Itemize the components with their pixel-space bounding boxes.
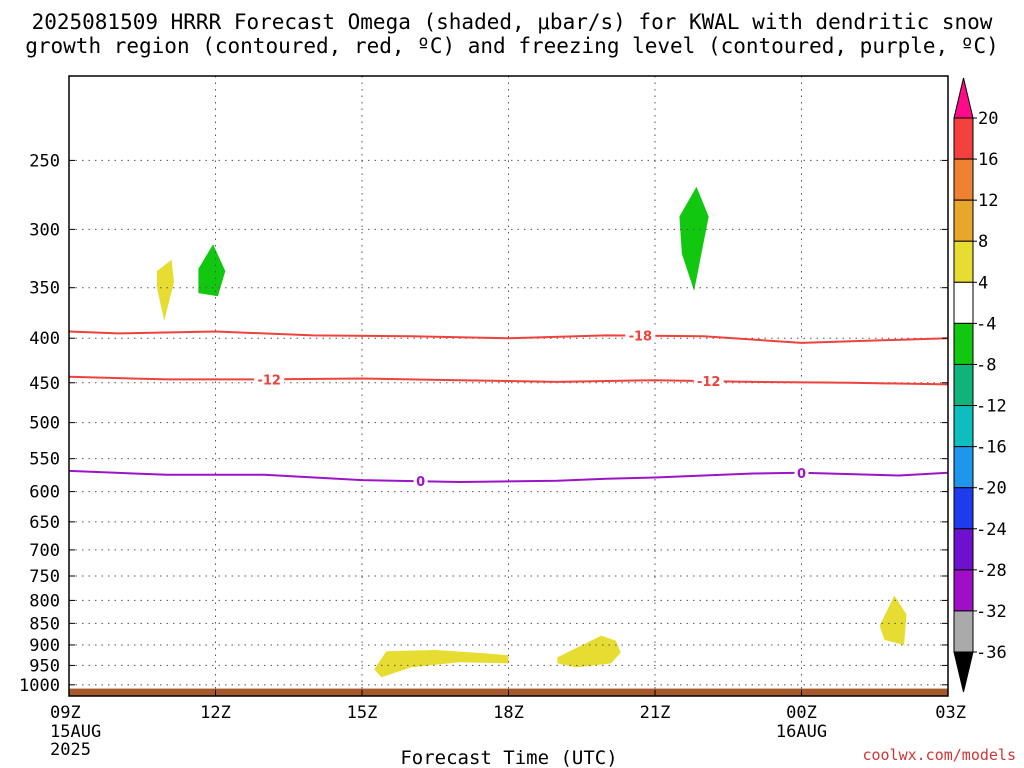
contour-label-1-0: -12 <box>257 373 281 388</box>
colorbar-label-9: -20 <box>976 479 1007 499</box>
colorbar-top-arrow <box>953 77 974 119</box>
contour-label-0-0: -18 <box>629 330 653 345</box>
contour-label-1-1: -12 <box>697 375 721 390</box>
pressure-axis: 2503003504004505005506006507007508008509… <box>19 151 948 696</box>
colorbar-label-10: -24 <box>976 520 1007 540</box>
contour-label-bg-2-1 <box>794 465 809 480</box>
ytick-label-700: 700 <box>29 541 60 561</box>
ytick-label-350: 350 <box>29 279 60 299</box>
omega-region-5 <box>557 635 621 668</box>
colorbar-label-2: 12 <box>978 191 998 211</box>
credit-link[interactable]: coolwx.com/models <box>862 746 1016 764</box>
chart-title-line1: 2025081509 HRRR Forecast Omega (shaded, … <box>32 10 993 34</box>
ytick-label-850: 850 <box>29 614 60 634</box>
omega-shading <box>156 186 907 678</box>
ytick-label-750: 750 <box>29 567 60 587</box>
ytick-label-400: 400 <box>29 329 60 349</box>
colorbar-label-3: 8 <box>978 232 988 252</box>
ytick-label-650: 650 <box>29 513 60 533</box>
grid-lines <box>69 76 948 696</box>
colorbar-box-11 <box>953 569 974 612</box>
ytick-label-250: 250 <box>29 151 60 171</box>
contour-label-2-0: 0 <box>416 475 425 490</box>
colorbar-label-1: 16 <box>978 150 998 170</box>
contour-label-bg-2-0 <box>413 474 428 489</box>
ytick-label-450: 450 <box>29 374 60 394</box>
contour-line-2 <box>68 469 949 484</box>
ytick-label-500: 500 <box>29 414 60 434</box>
colorbar-label-7: -12 <box>976 397 1007 417</box>
omega-region-2 <box>198 244 226 297</box>
xtick-sublabel-00Z-0: 16AUG <box>776 722 827 742</box>
colorbar-box-10 <box>953 528 974 571</box>
xtick-label-03Z: 03Z <box>935 703 966 723</box>
colorbar-label-11: -28 <box>976 561 1007 581</box>
colorbar-bottom-arrow <box>953 651 974 693</box>
contour-line-0 <box>68 330 949 344</box>
contour-label-2-1: 0 <box>797 467 806 482</box>
omega-region-3 <box>679 186 709 291</box>
x-axis-label: Forecast Time (UTC) <box>400 747 617 768</box>
colorbar-label-4: 4 <box>978 273 988 293</box>
contour-label-bg-0-0 <box>625 328 656 343</box>
omega-region-1 <box>156 259 174 321</box>
ytick-label-550: 550 <box>29 450 60 470</box>
omega-region-6 <box>879 595 907 645</box>
xtick-label-21Z: 21Z <box>640 703 671 723</box>
xtick-label-09Z: 09Z <box>50 703 81 723</box>
colorbar-label-0: 20 <box>978 109 998 129</box>
colorbar-box-0 <box>953 117 974 160</box>
omega-region-4 <box>374 650 509 678</box>
colorbar-box-2 <box>953 199 974 242</box>
ytick-label-600: 600 <box>29 483 60 503</box>
colorbar-label-6: -8 <box>976 355 996 375</box>
chart-title-line2: growth region (contoured, red, ºC) and f… <box>25 34 999 58</box>
xtick-sublabel-09Z-1: 2025 <box>50 740 91 760</box>
colorbar-box-9 <box>953 487 974 530</box>
ytick-label-900: 900 <box>29 636 60 656</box>
xtick-label-15Z: 15Z <box>347 703 378 723</box>
colorbar-label-8: -16 <box>976 438 1007 458</box>
colorbar-label-13: -36 <box>976 643 1007 663</box>
colorbar-box-8 <box>953 446 974 489</box>
colorbar-box-7 <box>953 405 974 448</box>
ytick-label-1000: 1000 <box>19 676 60 696</box>
colorbar: 20 16 12 8 4 -4 -8 -12 -16 -20 -24 -28 -32 -36 <box>953 77 1007 693</box>
colorbar-label-12: -32 <box>976 602 1007 622</box>
xtick-label-12Z: 12Z <box>200 703 231 723</box>
colorbar-box-3 <box>953 240 974 283</box>
colorbar-box-1 <box>953 158 974 201</box>
ytick-label-950: 950 <box>29 656 60 676</box>
colorbar-box-4 <box>953 281 974 324</box>
colorbar-box-5 <box>953 322 974 365</box>
contour-line-1 <box>68 375 949 386</box>
contour-label-bg-1-1 <box>693 374 724 389</box>
xtick-sublabel-09Z-0: 15AUG <box>50 722 101 742</box>
xtick-label-18Z: 18Z <box>493 703 524 723</box>
colorbar-label-5: -4 <box>976 314 996 334</box>
colorbar-box-6 <box>953 363 974 407</box>
ytick-label-800: 800 <box>29 591 60 611</box>
contour-label-bg-1-0 <box>254 372 285 387</box>
temperature-contours: -18 -12 -12 0 0 <box>68 328 949 490</box>
xtick-label-00Z: 00Z <box>786 703 817 723</box>
colorbar-box-12 <box>953 610 974 653</box>
ytick-label-300: 300 <box>29 220 60 240</box>
